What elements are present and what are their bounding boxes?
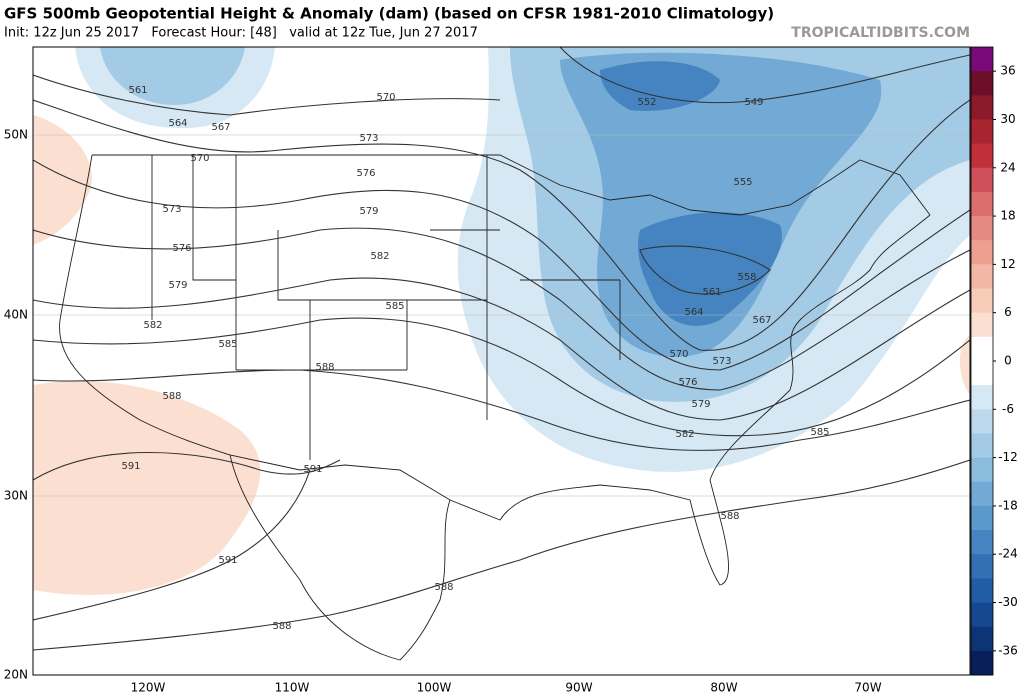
- colorbar-label: -12: [998, 450, 1018, 464]
- colorbar-segment: [971, 626, 993, 652]
- lon-label: 80W: [710, 681, 737, 695]
- colorbar-segment: [971, 336, 993, 362]
- lon-label: 120W: [131, 681, 166, 695]
- contour-label: 579: [168, 280, 187, 291]
- lon-label: 100W: [417, 681, 452, 695]
- colorbar-label: -18: [998, 498, 1018, 512]
- colorbar-label: 6: [1004, 305, 1012, 319]
- colorbar-segment: [971, 602, 993, 628]
- colorbar-segment: [971, 433, 993, 459]
- colorbar-segment: [971, 505, 993, 531]
- contour-label: 588: [162, 391, 181, 402]
- colorbar-label: -6: [1002, 402, 1014, 416]
- lat-label: 30N: [4, 489, 28, 503]
- colorbar-segment: [971, 578, 993, 604]
- contour-label: 567: [752, 315, 771, 326]
- contour-label: 591: [218, 555, 237, 566]
- colorbar-label: 12: [1000, 257, 1015, 271]
- colorbar-segment: [971, 530, 993, 555]
- contour-label: 567: [211, 122, 230, 133]
- lon-label: 90W: [565, 681, 592, 695]
- colorbar-label: 0: [1004, 354, 1012, 368]
- contour-label: 582: [675, 429, 694, 440]
- colorbar-segment: [971, 385, 993, 410]
- contour-label: 573: [359, 133, 378, 144]
- lat-label: 20N: [4, 668, 28, 682]
- contour-label: 564: [168, 118, 187, 129]
- contour-label: 549: [744, 97, 763, 108]
- contour-label: 570: [376, 92, 395, 103]
- colorbar-segment: [971, 47, 993, 72]
- title: GFS 500mb Geopotential Height & Anomaly …: [4, 5, 774, 23]
- contour-label: 576: [356, 168, 375, 179]
- colorbar-segment: [971, 481, 993, 507]
- colorbar-label: 18: [1000, 209, 1015, 223]
- contour-label: 582: [143, 320, 162, 331]
- colorbar-segment: [971, 554, 993, 579]
- contour-label: 576: [678, 377, 697, 388]
- colorbar-segment: [971, 143, 993, 169]
- colorbar-segment: [971, 191, 993, 217]
- lat-label: 40N: [4, 308, 28, 322]
- contour-label: 588: [272, 621, 291, 632]
- subtitle: Init: 12z Jun 25 2017 Forecast Hour: [48…: [4, 26, 478, 41]
- contour-label: 561: [702, 287, 721, 298]
- colorbar-segment: [971, 288, 993, 314]
- colorbar-segment: [971, 71, 993, 96]
- contour-label: 573: [712, 356, 731, 367]
- contour-label: 579: [691, 399, 710, 410]
- contour-label: 591: [303, 464, 322, 475]
- colorbar-segment: [971, 264, 993, 290]
- contour-label: 585: [385, 301, 404, 312]
- colorbar-segment: [971, 650, 993, 676]
- contour-label: 588: [434, 582, 453, 593]
- contour-label: 570: [190, 153, 209, 164]
- contour-label: 576: [172, 243, 191, 254]
- contour-label: 591: [121, 461, 140, 472]
- colorbar-segment: [971, 95, 993, 120]
- map: [32, 46, 971, 676]
- colorbar-label: 24: [1000, 160, 1015, 174]
- colorbar-segment: [971, 457, 993, 483]
- contour-label: 555: [733, 177, 752, 188]
- contour-label: 561: [128, 85, 147, 96]
- contour-label: 585: [218, 339, 237, 350]
- colorbar-segment: [971, 361, 993, 386]
- lat-label: 50N: [4, 128, 28, 142]
- contour-label: 582: [370, 251, 389, 262]
- contour-label: 588: [315, 362, 334, 373]
- source: TROPICALTIDBITS.COM: [791, 25, 970, 41]
- colorbar-segment: [971, 216, 993, 241]
- contour-label: 570: [669, 349, 688, 360]
- colorbar-segment: [971, 409, 993, 434]
- colorbar-segment: [971, 240, 993, 265]
- lon-label: 70W: [854, 681, 881, 695]
- colorbar-segment: [971, 312, 993, 338]
- contour-label: 564: [684, 307, 703, 318]
- lon-label: 110W: [275, 681, 310, 695]
- contour-label: 558: [737, 272, 756, 283]
- colorbar-label: -24: [998, 547, 1018, 561]
- contour-label: 573: [162, 204, 181, 215]
- contour-label: 585: [810, 427, 829, 438]
- contour-label: 579: [359, 206, 378, 217]
- colorbar-segment: [971, 167, 993, 193]
- contour-label: 552: [637, 97, 656, 108]
- contour-label: 588: [720, 511, 739, 522]
- colorbar-segment: [971, 119, 993, 145]
- colorbar-label: 30: [1000, 112, 1015, 126]
- colorbar-label: -36: [998, 643, 1018, 657]
- colorbar-label: -30: [998, 595, 1018, 609]
- colorbar-label: 36: [1000, 64, 1015, 78]
